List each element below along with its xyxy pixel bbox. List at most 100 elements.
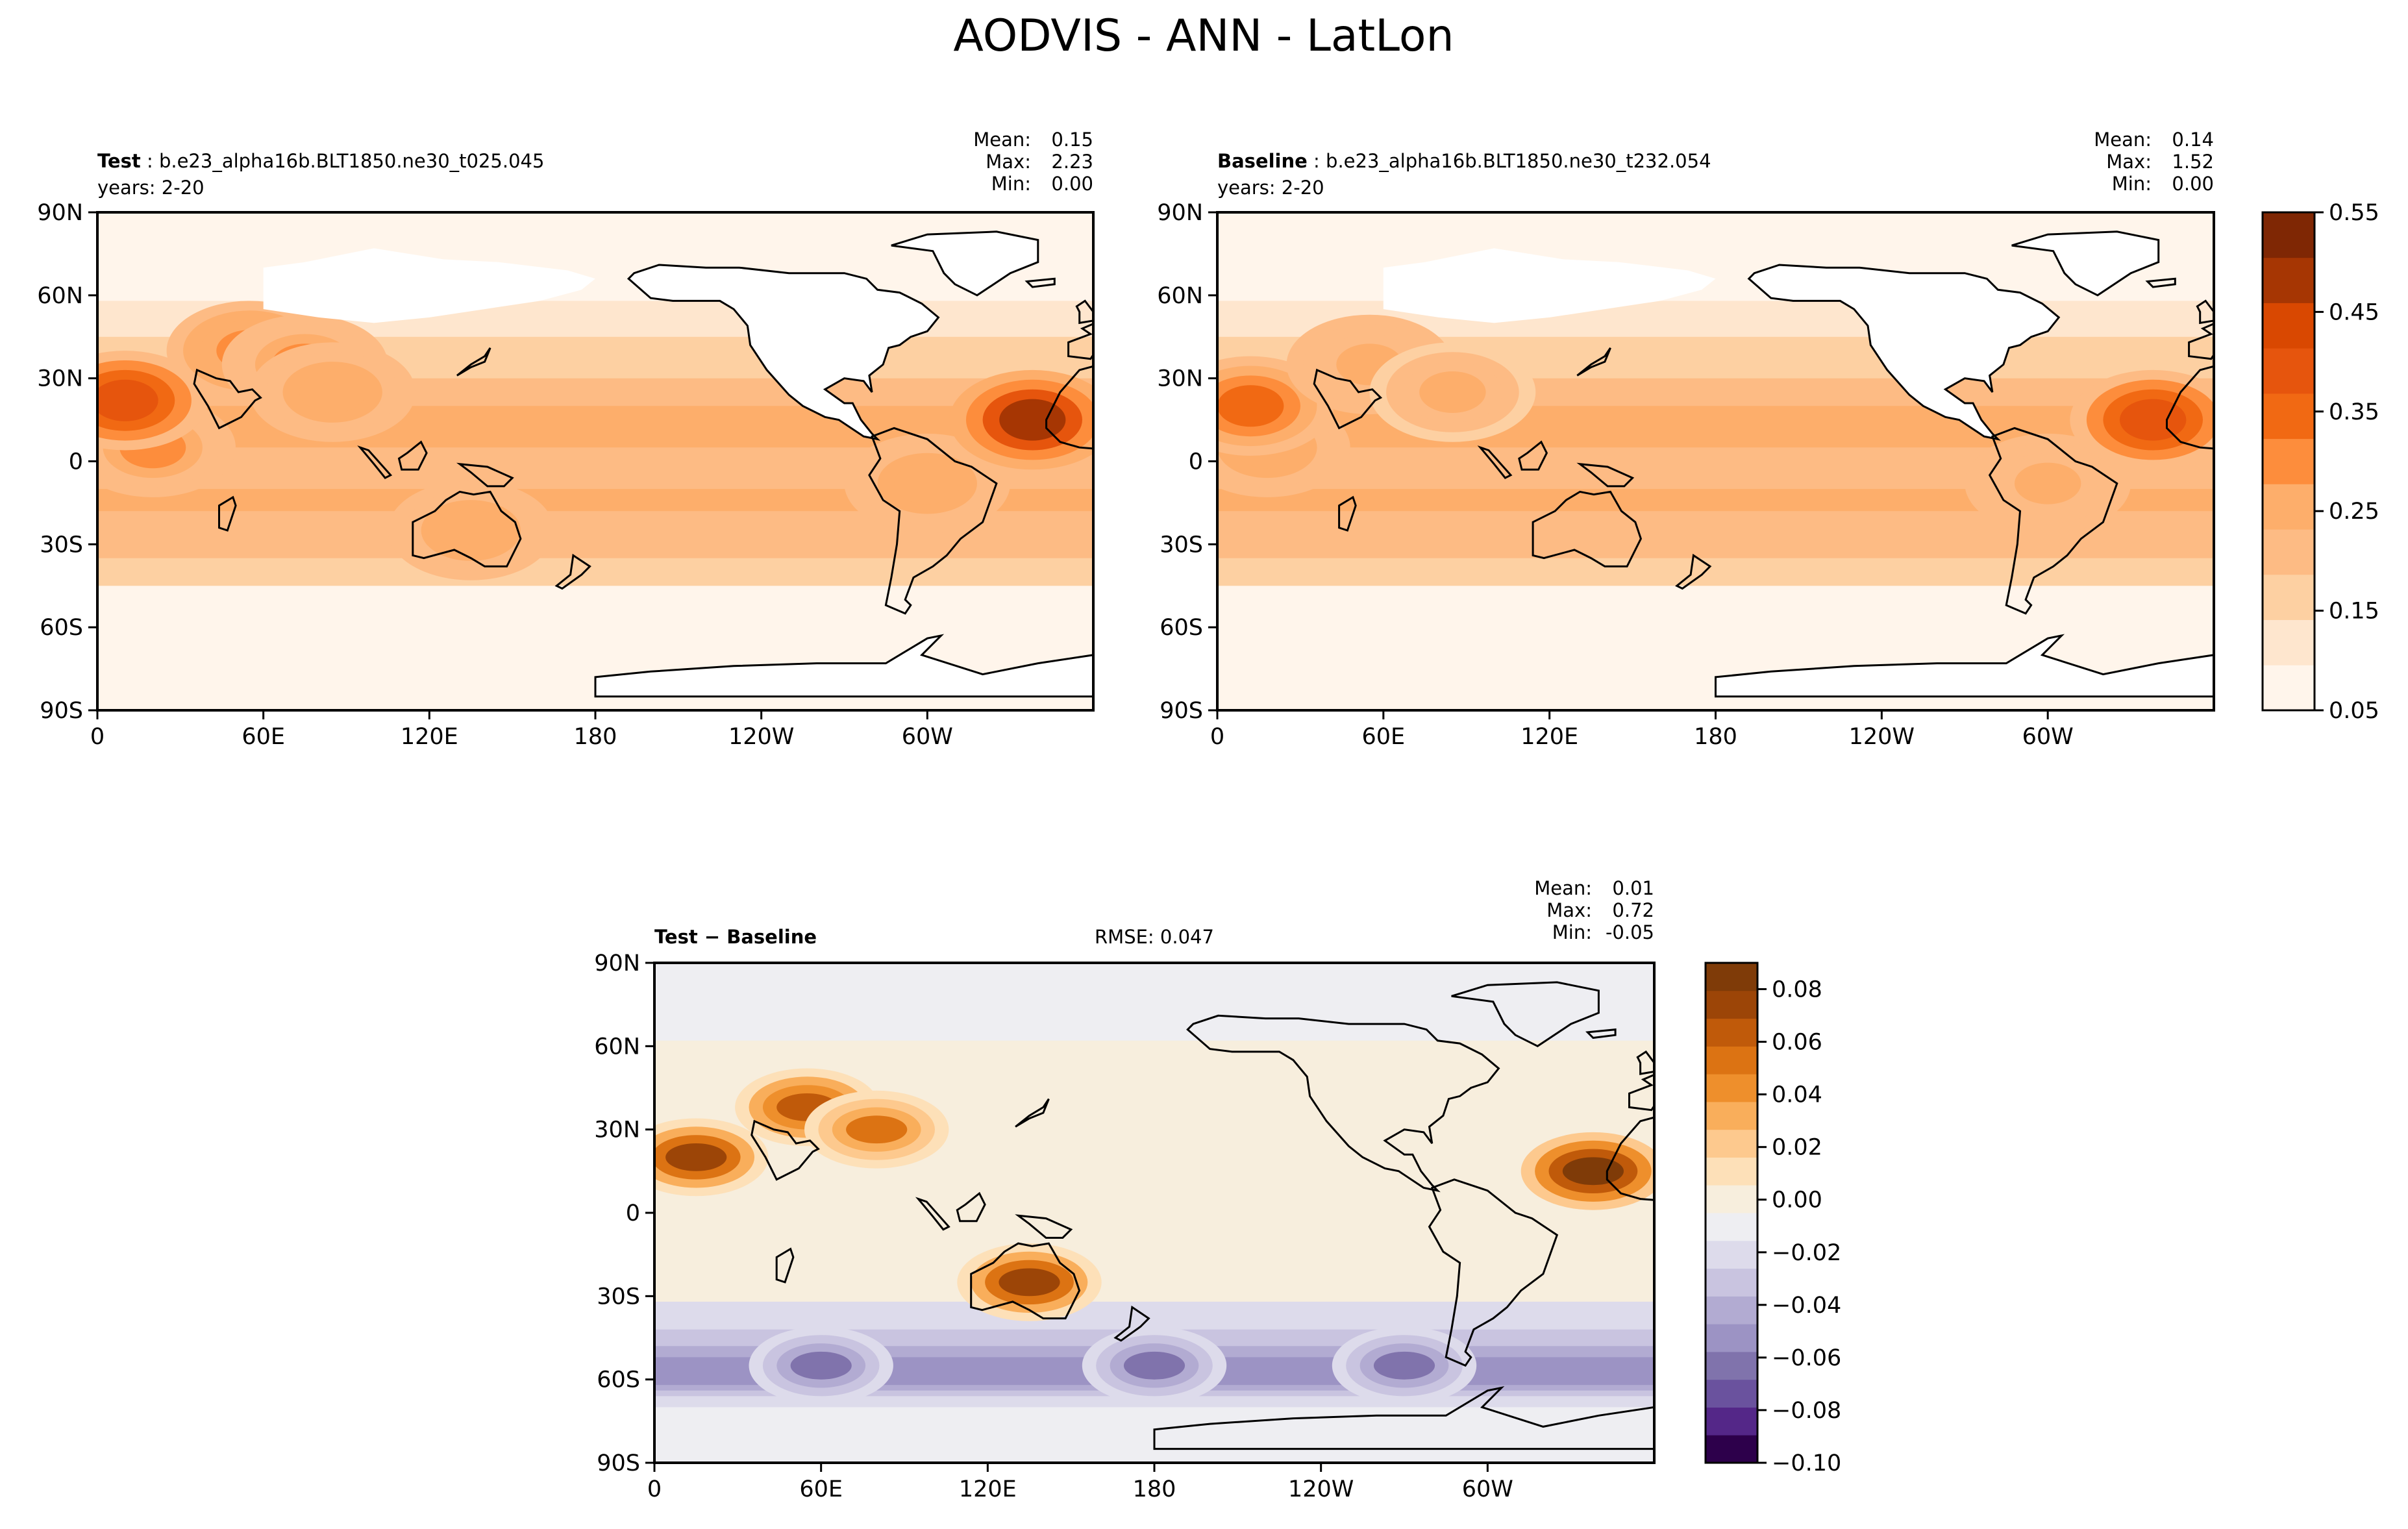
land-fill-north_america — [628, 265, 939, 440]
y-tick-label: 30N — [1157, 366, 1203, 392]
colorbar-seq-segment — [2263, 393, 2315, 440]
colorbar-diff-tick-label: 0.02 — [1772, 1135, 1822, 1161]
coastline-greenland — [2011, 230, 2160, 297]
panel-test-years: years: 2-20 — [97, 177, 205, 199]
coastline-new_guinea — [1015, 1214, 1073, 1239]
data-hotspot — [438, 510, 504, 551]
coastline-north_america — [627, 264, 940, 441]
colorbar-diff-segment — [1706, 1046, 1757, 1075]
y-tick-label: 30S — [1160, 532, 1203, 558]
coastline-iceland — [1585, 1028, 1617, 1039]
colorbar-diff-tick-label: 0.00 — [1772, 1187, 1822, 1213]
colorbar-diff-segment — [1706, 1268, 1757, 1297]
coastline-madagascar — [1338, 495, 1357, 532]
y-tick-label: 90S — [40, 698, 83, 724]
x-tick-label: 0 — [647, 1476, 662, 1502]
y-tick-label: 90N — [1157, 200, 1203, 226]
y-tick-label: 90S — [1160, 698, 1203, 724]
colorbar-diff-frame — [1704, 962, 1759, 1464]
colorbar-seq-segment — [2263, 438, 2315, 484]
panel-baseline-mean-label: Mean: — [2094, 129, 2152, 151]
coastline-borneo — [1518, 440, 1548, 471]
panel-test-max-value: 2.23 — [1051, 151, 1093, 173]
coastline-australia — [970, 1242, 1081, 1320]
coastline-uk — [2196, 299, 2214, 325]
data-hotspot — [999, 1268, 1060, 1297]
y-tick-label: 60S — [597, 1367, 640, 1393]
panel-baseline-years: years: 2-20 — [1217, 177, 1324, 199]
land-fill-antarctica — [1715, 635, 2214, 697]
coastline-sumatra — [1477, 445, 1513, 479]
panel-test-label: Test : b.e23_alpha16b.BLT1850.ne30_t025.… — [97, 150, 544, 172]
coastline-uk — [1636, 1050, 1654, 1075]
data-hotspot — [665, 1143, 727, 1171]
coastline-madagascar — [218, 495, 237, 532]
coastline-new_zealand — [554, 553, 591, 590]
colorbar-seq-segment — [2263, 303, 2315, 349]
colorbar-diff-segment — [1706, 1296, 1757, 1324]
x-tick-label: 120E — [959, 1476, 1017, 1502]
land-fill-north_america — [1748, 265, 2059, 440]
colorbar-diff-segment — [1706, 1185, 1757, 1213]
colorbar-diff-tick-label: −0.06 — [1772, 1345, 1841, 1371]
coastline-uk — [1075, 299, 1093, 325]
panel-diff-min-value: -0.05 — [1606, 921, 1654, 943]
panel-test-max-label: Max: — [986, 151, 1031, 173]
colorbar-seq-segment — [2263, 529, 2315, 575]
colorbar-diff-segment — [1706, 1101, 1757, 1130]
data-hotspot — [299, 371, 366, 413]
panel-test-mean-label: Mean: — [973, 129, 1031, 151]
coastline-north_america — [1186, 1014, 1500, 1193]
coastline-new_zealand — [1675, 553, 1712, 590]
x-tick-label: 60W — [902, 724, 953, 750]
panel-diff-rmse: RMSE: 0.047 — [1095, 926, 1214, 948]
y-tick-label: 30N — [594, 1117, 640, 1143]
land-fill-siberia — [1383, 248, 1716, 323]
panel-baseline-max-label: Max: — [2106, 151, 2152, 173]
colorbar-seq-frame — [2261, 211, 2316, 712]
figure-title: AODVIS - ANN - LatLon — [953, 10, 1454, 62]
colorbar-seq-tick-label: 0.05 — [2329, 698, 2379, 724]
coastline-sumatra — [915, 1197, 950, 1231]
coastline-borneo — [397, 440, 428, 471]
coastline-south_america — [1428, 1178, 1559, 1367]
panel-baseline-label: Baseline : b.e23_alpha16b.BLT1850.ne30_t… — [1217, 150, 1711, 172]
colorbar-diff-segment — [1706, 1018, 1757, 1047]
panel-diff-mean-value: 0.01 — [1612, 877, 1654, 899]
panel-baseline-min-value: 0.00 — [2172, 173, 2214, 195]
colorbar-diff-tick-label: 0.04 — [1772, 1082, 1822, 1108]
y-tick-label: 90S — [597, 1450, 640, 1476]
coastline-japan — [1576, 347, 1611, 377]
panel-baseline: Baseline : b.e23_alpha16b.BLT1850.ne30_t… — [1157, 129, 2215, 750]
colorbar-diff-segment — [1706, 1435, 1757, 1463]
colorbar-diff-segment — [1706, 1324, 1757, 1352]
y-tick-label: 60S — [1160, 615, 1203, 641]
colorbar-seq-tick-label: 0.25 — [2329, 499, 2379, 525]
panel-test-mean-value: 0.15 — [1051, 129, 1093, 151]
x-tick-label: 180 — [1694, 724, 1737, 750]
data-hotspot — [999, 399, 1066, 441]
colorbar-difference: 0.08 0.06 0.04 0.02 0.00 −0.02 −0.04 −0.06 −0.08… — [1704, 962, 1841, 1476]
colorbar-seq-tick-label: 0.15 — [2329, 599, 2379, 625]
panel-diff-mean-label: Mean: — [1534, 877, 1592, 899]
x-tick-label: 120E — [1521, 724, 1578, 750]
data-hotspot — [846, 1115, 908, 1144]
data-hotspot — [1123, 1351, 1185, 1380]
land-fill-antarctica — [595, 635, 1093, 697]
colorbar-diff-tick-label: −0.02 — [1772, 1240, 1841, 1266]
colorbar-seq-segment — [2263, 212, 2315, 258]
data-hotspot — [1373, 1351, 1435, 1380]
colorbar-diff-tick-label: 0.08 — [1772, 977, 1822, 1003]
y-tick-label: 60N — [1157, 283, 1203, 309]
panel-diff-min-label: Min: — [1552, 921, 1592, 943]
coastline-arabia — [193, 368, 262, 430]
colorbar-seq-tick-label: 0.35 — [2329, 399, 2379, 425]
data-hotspot — [97, 379, 158, 421]
panel-test-min-label: Min: — [991, 173, 1031, 195]
x-tick-label: 180 — [1133, 1476, 1176, 1502]
colorbar-diff-segment — [1706, 1240, 1757, 1269]
coastline-new_zealand — [1113, 1305, 1150, 1342]
colorbar-seq-segment — [2263, 484, 2315, 530]
coastline-south_america — [868, 427, 998, 615]
colorbar-sequential: 0.55 0.45 0.35 0.25 0.15 0.05 — [2261, 200, 2379, 724]
